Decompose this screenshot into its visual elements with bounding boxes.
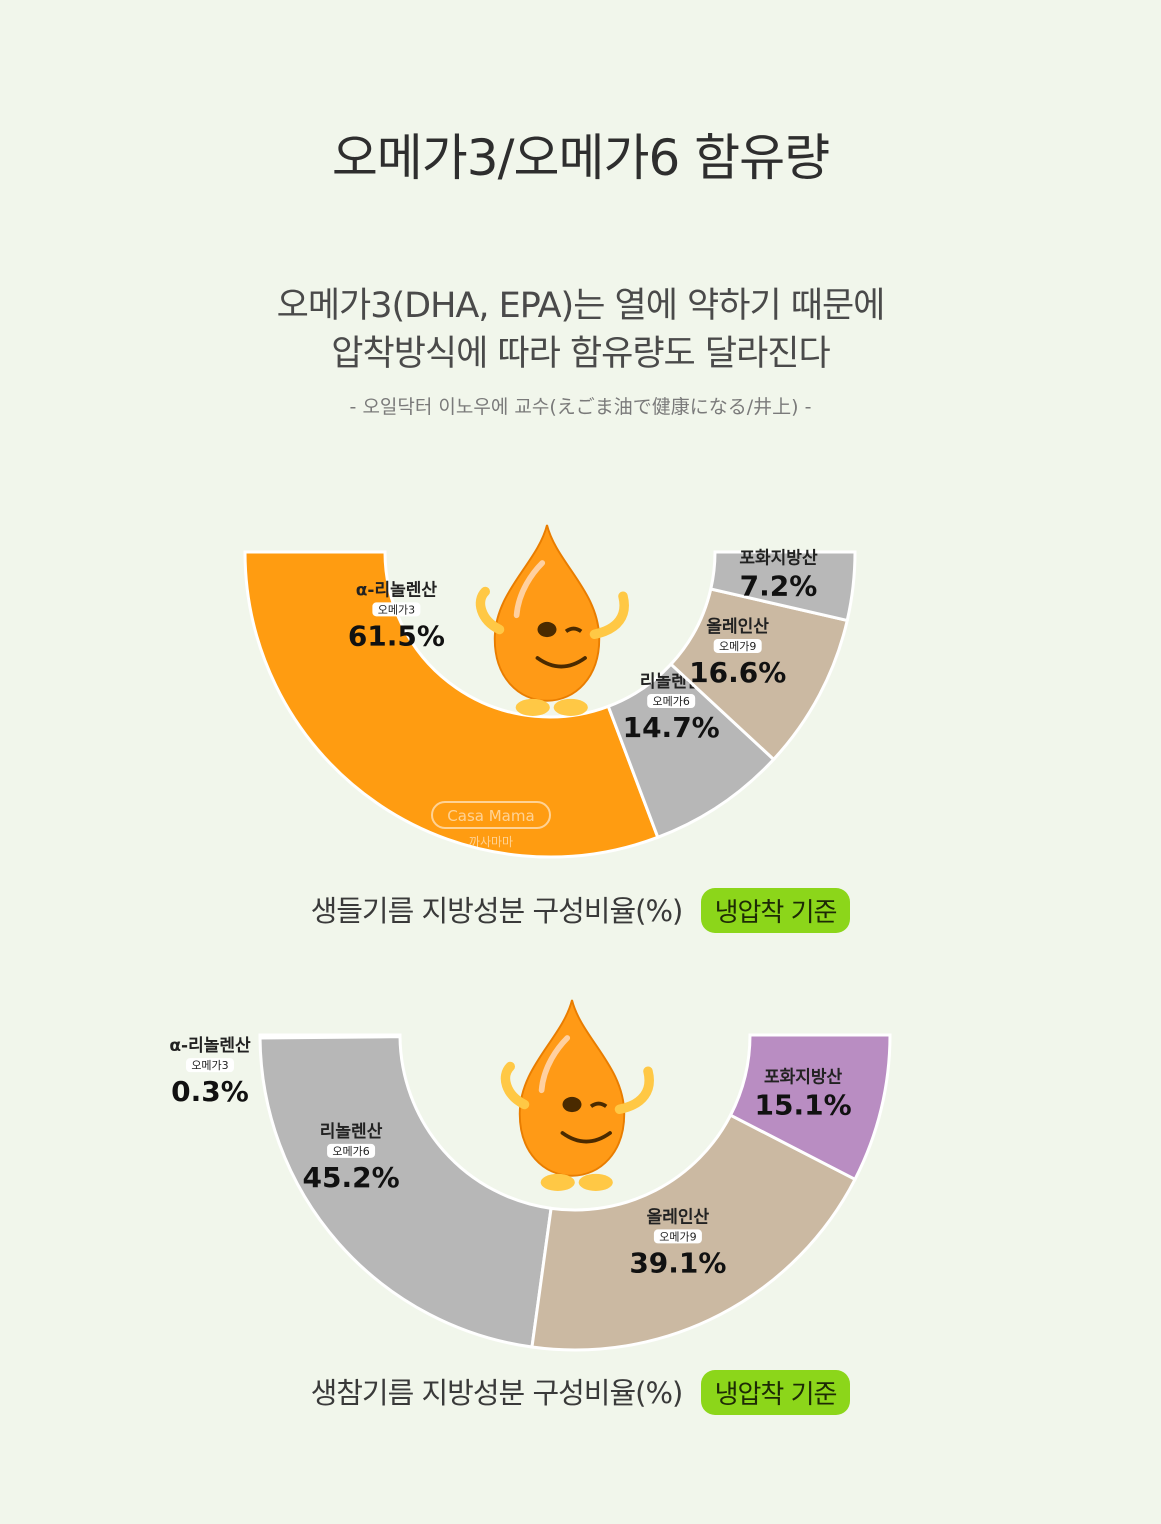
slice-name: α-리놀렌산 xyxy=(356,580,438,600)
slice-tag-bg xyxy=(327,1143,376,1158)
slice-2 xyxy=(668,587,850,762)
slice-tag-bg xyxy=(653,1229,702,1244)
slice-tag: 오메가9 xyxy=(719,640,756,653)
perilla-oil-chart: α-리놀렌산 오메가3 61.5% 리놀렌산 오메가6 14.7% 올레인산 오메가9 16.6… xyxy=(0,524,1161,870)
subtitle-line-1: 오메가3(DHA, EPA)는 열에 약하기 때문에 xyxy=(276,286,886,326)
slice-name: 올레인산 xyxy=(706,617,769,637)
slice-name: 포화지방산 xyxy=(764,1068,843,1088)
slice-tag-bg xyxy=(713,638,762,653)
slice-name: α-리놀렌산 xyxy=(169,1036,251,1056)
slice-value-label: 39.1% xyxy=(629,1246,726,1279)
sesame-oil-caption: 생참기름 지방성분 구성비율(%) 냉압착 기준 xyxy=(0,1370,1161,1415)
slice-tag-bg xyxy=(647,693,696,708)
slice-tag: 오메가3 xyxy=(378,603,415,616)
slice-0 xyxy=(243,550,660,859)
chart-caption-text: 생들기름 지방성분 구성비율(%) xyxy=(310,894,684,928)
oil-drop-mascot xyxy=(500,999,654,1191)
slice-3 xyxy=(728,1033,892,1182)
cold-press-badge: 냉압착 기준 xyxy=(700,888,851,933)
perilla-oil-caption: 생들기름 지방성분 구성비율(%) 냉압착 기준 xyxy=(0,888,1161,933)
oil-drop-mascot xyxy=(475,524,629,716)
slice-value-label: 14.7% xyxy=(623,711,720,744)
slice-value-label: 7.2% xyxy=(740,570,818,603)
watermark-korean: 까사마마 xyxy=(469,835,513,849)
slice-value-label: 61.5% xyxy=(348,619,445,652)
slice-name: 올레인산 xyxy=(647,1207,710,1227)
slice-value-label: 16.6% xyxy=(689,656,786,689)
cold-press-badge: 냉압착 기준 xyxy=(700,1370,851,1415)
slice-name: 포화지방산 xyxy=(739,549,818,569)
watermark-brand: Casa Mama xyxy=(447,807,534,825)
perilla-oil-donut: α-리놀렌산오메가361.5%리놀렌산오메가614.7%올레인산오메가916.6… xyxy=(243,524,857,859)
slice-tag-bg xyxy=(186,1058,235,1073)
slice-1 xyxy=(258,1035,553,1349)
casa-mama-watermark: Casa Mama 까사마마 xyxy=(431,801,551,849)
page-title: 오메가3/오메가6 함유량 xyxy=(331,129,830,187)
slice-value-label: 15.1% xyxy=(755,1089,852,1122)
source-credit: - 오일닥터 이노우에 교수(えごま油で健康になる/井上) - xyxy=(349,396,812,418)
slice-tag: 오메가6 xyxy=(652,695,689,708)
subtitle: 오메가3(DHA, EPA)는 열에 약하기 때문에 압착방식에 따라 함유량도… xyxy=(0,282,1161,378)
chart-caption-text: 생참기름 지방성분 구성비율(%) xyxy=(310,1376,684,1410)
slice-name: 리놀렌산 xyxy=(320,1122,383,1142)
subtitle-line-2: 압착방식에 따라 함유량도 달라진다 xyxy=(331,334,830,374)
slice-3 xyxy=(708,550,857,623)
slice-tag: 오메가3 xyxy=(191,1059,228,1072)
slice-value-label: 45.2% xyxy=(302,1161,399,1194)
slice-value-label: 0.3% xyxy=(171,1075,249,1108)
slice-tag-bg xyxy=(372,602,421,617)
slice-tag: 오메가9 xyxy=(659,1230,696,1243)
slice-tag: 오메가6 xyxy=(332,1145,369,1158)
